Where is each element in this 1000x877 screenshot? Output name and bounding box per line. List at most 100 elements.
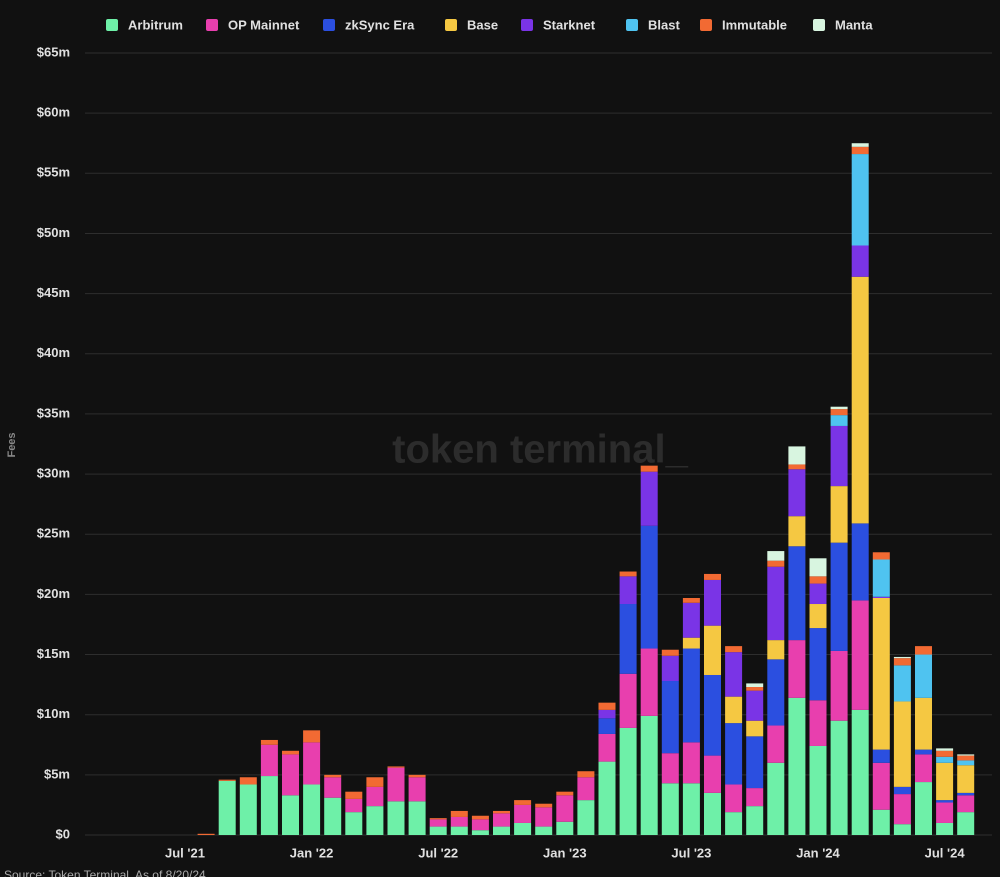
bar-segment: [830, 720, 848, 835]
y-tick-label: $40m: [37, 345, 70, 360]
bar-segment: [303, 784, 321, 835]
bar-segment: [556, 795, 574, 822]
bar-segment: [493, 826, 510, 835]
bar-segment: [303, 730, 321, 743]
bar-segment: [936, 800, 954, 803]
bar-segment: [936, 822, 954, 835]
bar-segment: [640, 465, 658, 472]
bar-segment: [577, 777, 595, 801]
bar-segment: [387, 766, 405, 768]
bar-segment: [872, 596, 890, 598]
legend-label: OP Mainnet: [228, 17, 300, 32]
bar-segment: [957, 754, 975, 756]
bar-segment: [619, 576, 637, 605]
bar-segment: [704, 674, 721, 756]
bar-segment: [851, 154, 869, 246]
bar-segment: [661, 681, 679, 754]
legend-swatch: [626, 19, 638, 31]
bar-segment: [809, 583, 827, 605]
y-tick-label: $60m: [37, 105, 70, 120]
bar-segment: [957, 792, 975, 796]
bar-segment: [682, 602, 700, 638]
bar-segment: [345, 798, 363, 813]
bar-segment: [767, 551, 785, 561]
bar-segment: [872, 762, 890, 810]
bar-segment: [788, 640, 806, 698]
bar-segment: [893, 656, 911, 659]
y-tick-label: $35m: [37, 405, 70, 420]
bar-segment: [640, 715, 658, 835]
bar-segment: [197, 833, 215, 835]
legend-label: Arbitrum: [128, 17, 183, 32]
bar-segment: [830, 425, 848, 487]
bar-segment: [725, 784, 743, 813]
bar-segment: [893, 665, 911, 702]
bar-segment: [767, 762, 785, 835]
bar-segment: [471, 819, 489, 831]
legend-swatch: [106, 19, 118, 31]
bar-segment: [936, 750, 954, 757]
bar-segment: [324, 774, 342, 778]
x-tick-label: Jul '22: [418, 845, 458, 860]
bar-segment: [598, 718, 616, 734]
bar-segment: [767, 560, 785, 567]
bar-segment: [957, 755, 975, 761]
bar-segment: [830, 409, 848, 416]
bar-segment: [282, 795, 299, 835]
bar-segment: [535, 826, 553, 835]
bar-segment: [366, 786, 384, 807]
y-tick-label: $25m: [37, 526, 70, 541]
bar-segment: [788, 516, 806, 547]
legend-swatch: [323, 19, 335, 31]
bar-segment: [303, 742, 321, 785]
bar-segment: [830, 542, 848, 651]
bar-segment: [725, 646, 743, 653]
bar-segment: [577, 800, 595, 835]
bar-segment: [746, 687, 764, 691]
bar-segment: [345, 791, 363, 799]
bar-segment: [682, 648, 700, 743]
bar-segment: [260, 744, 278, 777]
bar-segment: [218, 779, 236, 781]
bar-segment: [936, 762, 954, 801]
bar-segment: [830, 406, 848, 410]
bar-segment: [704, 625, 721, 675]
legend-label: Manta: [835, 17, 873, 32]
bar-segment: [830, 486, 848, 543]
bar-segment: [957, 765, 975, 793]
bar-segment: [619, 727, 637, 835]
bar-segment: [556, 791, 574, 796]
bar-segment: [598, 733, 616, 762]
bar-segment: [746, 683, 764, 688]
bar-segment: [493, 813, 510, 827]
bar-segment: [788, 469, 806, 517]
bar-segment: [851, 245, 869, 277]
bar-segment: [493, 810, 510, 814]
bar-segment: [682, 597, 700, 603]
bar-segment: [514, 804, 532, 823]
bar-segment: [408, 801, 426, 835]
bar-segment: [872, 559, 890, 597]
bar-segment: [450, 816, 468, 827]
bar-segment: [767, 725, 785, 763]
y-tick-label: $50m: [37, 225, 70, 240]
bar-segment: [915, 646, 932, 655]
bar-segment: [704, 755, 721, 793]
bar-segment: [387, 801, 405, 835]
bar-segment: [408, 777, 426, 802]
bar-segment: [851, 523, 869, 601]
legend-label: Starknet: [543, 17, 596, 32]
bar-segment: [767, 566, 785, 641]
bar-segment: [788, 464, 806, 470]
bar-segment: [366, 806, 384, 835]
bar-segment: [809, 576, 827, 584]
bar-segment: [957, 760, 975, 766]
bar-segment: [936, 748, 954, 751]
bar-segment: [872, 749, 890, 763]
bar-segment: [704, 579, 721, 626]
bar-segment: [893, 658, 911, 666]
bar-segment: [788, 446, 806, 465]
bar-segment: [640, 525, 658, 649]
legend-label: Base: [467, 17, 498, 32]
